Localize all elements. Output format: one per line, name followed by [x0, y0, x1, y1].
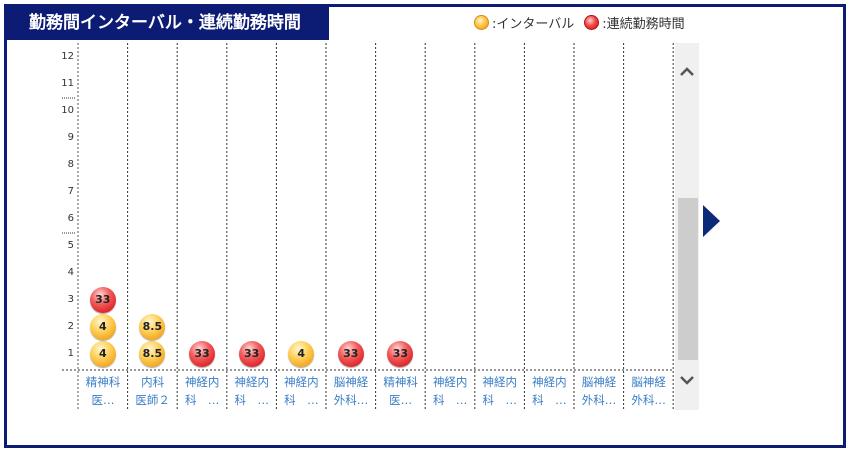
- column-label-line2: 科 …: [432, 393, 468, 407]
- interval-bubble[interactable]: 4: [89, 314, 116, 340]
- column-label-line1: 精神科: [383, 375, 418, 389]
- column-label-line1: 神経内: [432, 375, 468, 389]
- y-tick-label: 3: [67, 294, 74, 305]
- column-label-line1: 脳神経: [333, 375, 369, 389]
- column-label-line2: 科 …: [532, 393, 567, 407]
- interval-bubble[interactable]: 8.5: [139, 341, 166, 367]
- column-label[interactable]: 脳神経外科…: [626, 373, 672, 409]
- column-label[interactable]: 内科医師２: [130, 373, 176, 409]
- interval-bubble[interactable]: 4: [288, 341, 315, 367]
- y-tick-label: 2: [67, 321, 74, 332]
- interval-bubble[interactable]: 8.5: [139, 314, 166, 340]
- column-label[interactable]: 神経内科 …: [229, 373, 275, 409]
- column-label[interactable]: 神経内科 …: [427, 373, 473, 409]
- column-label-line2: 医師２: [135, 393, 170, 407]
- y-tick-label: 8: [67, 159, 74, 170]
- continuous-hours-bubble[interactable]: 33: [189, 341, 215, 367]
- column-label-line1: 神経内: [284, 375, 319, 389]
- column-label-line1: 神経内: [234, 375, 270, 389]
- column-label-line2: 外科…: [333, 393, 369, 407]
- column-label[interactable]: 神経内科 …: [526, 373, 572, 409]
- column-label[interactable]: 精神科医…: [378, 373, 424, 409]
- legend-interval-swatch: [474, 14, 489, 30]
- column-label-line1: 神経内: [532, 375, 567, 389]
- y-tick-label: 6: [67, 213, 74, 224]
- y-tick-label: 1: [67, 348, 74, 359]
- column-label-line2: 医…: [389, 393, 413, 407]
- y-tick-label: 10: [61, 105, 74, 116]
- chevron-up-icon[interactable]: [675, 60, 699, 84]
- column-label-line1: 神経内: [184, 375, 220, 389]
- legend-continuous-swatch: [584, 14, 600, 30]
- column-label[interactable]: 精神科医…: [80, 373, 126, 409]
- column-label-line1: 内科: [141, 375, 165, 389]
- scrollbar-thumb[interactable]: [678, 198, 698, 360]
- column-label-line1: 脳神経: [631, 375, 666, 389]
- legend: :インターバル :連続勤務時間: [474, 12, 695, 32]
- column-label-line2: 科 …: [284, 393, 319, 407]
- column-label-line1: 精神科: [85, 375, 121, 389]
- column-label[interactable]: 脳神経外科…: [328, 373, 374, 409]
- column-label-line2: 外科…: [581, 393, 617, 407]
- column-label-line2: 医…: [91, 393, 115, 407]
- column-label[interactable]: 神経内科 …: [179, 373, 225, 409]
- y-tick-label: 5: [67, 240, 74, 251]
- column-label-line2: 科 …: [234, 393, 270, 407]
- y-tick-label: 7: [67, 186, 74, 197]
- continuous-hours-bubble[interactable]: 33: [337, 341, 364, 367]
- chevron-down-icon[interactable]: [675, 368, 699, 392]
- interval-bubble[interactable]: 4: [89, 341, 116, 367]
- y-tick-label: 12: [61, 51, 74, 62]
- y-tick-label: 4: [67, 267, 74, 278]
- y-tick-label: 9: [67, 132, 74, 143]
- continuous-hours-bubble[interactable]: 33: [89, 287, 116, 313]
- column-label-line1: 神経内: [482, 375, 518, 389]
- legend-interval-label: :インターバル: [492, 16, 575, 32]
- column-label-line1: 脳神経: [581, 375, 617, 389]
- column-label-line2: 科 …: [184, 393, 220, 407]
- column-label-line2: 科 …: [482, 393, 518, 407]
- next-page-arrow-icon[interactable]: [703, 205, 720, 237]
- continuous-hours-bubble[interactable]: 33: [387, 341, 414, 367]
- column-label[interactable]: 神経内科 …: [477, 373, 523, 409]
- column-label-line2: 外科…: [631, 393, 666, 407]
- legend-continuous-label: :連続勤務時間: [602, 16, 685, 32]
- panel-title: 勤務間インターバル・連続勤務時間: [7, 7, 329, 40]
- y-tick-label: 11: [61, 78, 74, 89]
- column-label[interactable]: 脳神経外科…: [576, 373, 622, 409]
- column-label[interactable]: 神経内科 …: [278, 373, 324, 409]
- continuous-hours-bubble[interactable]: 33: [238, 341, 265, 367]
